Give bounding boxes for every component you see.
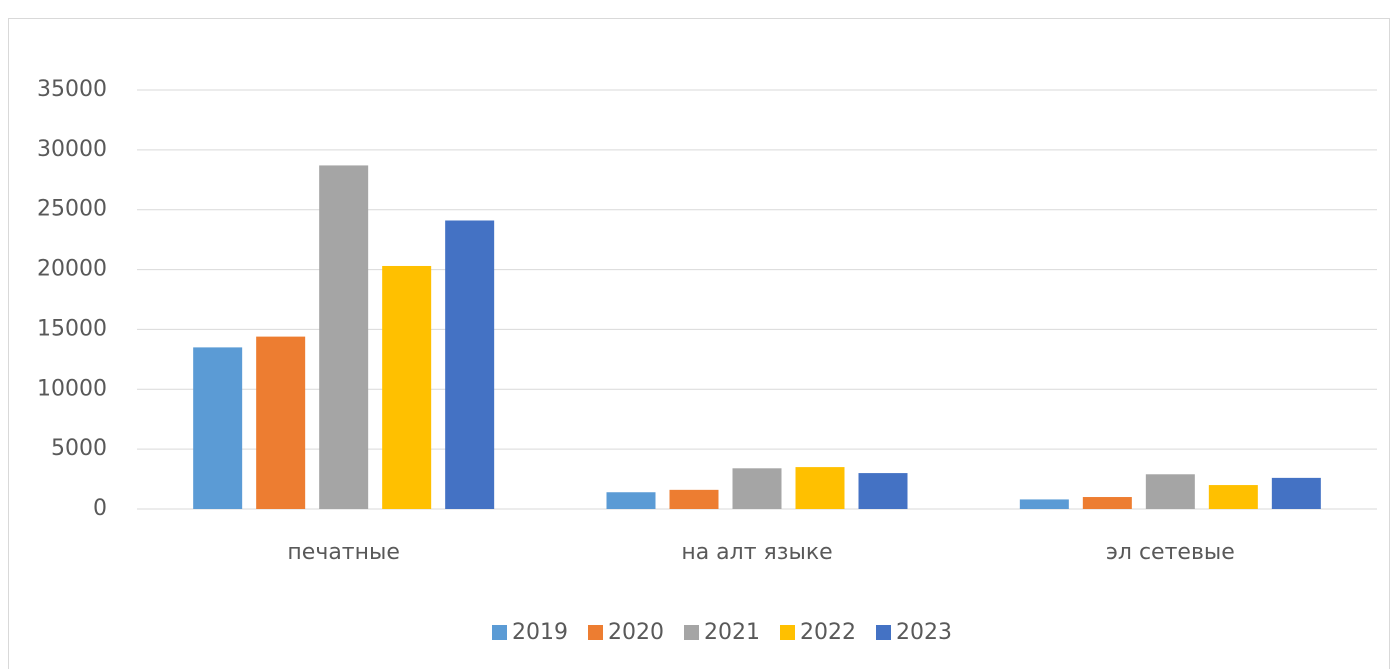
legend-swatch [684,625,699,640]
bar [795,467,845,509]
y-tick-label: 10000 [37,376,107,401]
legend-label: 2020 [608,620,664,645]
bar [1145,474,1195,509]
bar [1082,497,1132,509]
y-tick-label: 15000 [37,316,107,341]
y-tick-label: 25000 [37,197,107,222]
legend-label: 2019 [512,620,568,645]
bar [256,336,306,509]
chart-frame [8,18,1390,669]
bar [382,265,432,509]
bar [669,489,719,509]
y-tick-label: 5000 [51,436,107,461]
bar [606,492,656,509]
y-tick-label: 35000 [37,77,107,102]
legend-swatch [588,625,603,640]
bar [1271,477,1321,509]
y-tick-label: 30000 [37,137,107,162]
x-tick-label: печатные [287,540,400,565]
legend-swatch [876,625,891,640]
bar [732,468,782,509]
legend-label: 2023 [896,620,952,645]
x-tick-label: на алт языке [681,540,832,565]
legend-swatch [492,625,507,640]
legend-label: 2022 [800,620,856,645]
bar [858,473,908,509]
legend-swatch [780,625,795,640]
bar [1208,485,1258,509]
y-tick-label: 0 [93,496,107,521]
legend-label: 2021 [704,620,760,645]
y-tick-label: 20000 [37,257,107,282]
bar [445,220,495,509]
bar [193,347,243,509]
bar [319,165,369,510]
bar [1019,499,1069,509]
x-tick-label: эл сетевые [1106,540,1235,565]
